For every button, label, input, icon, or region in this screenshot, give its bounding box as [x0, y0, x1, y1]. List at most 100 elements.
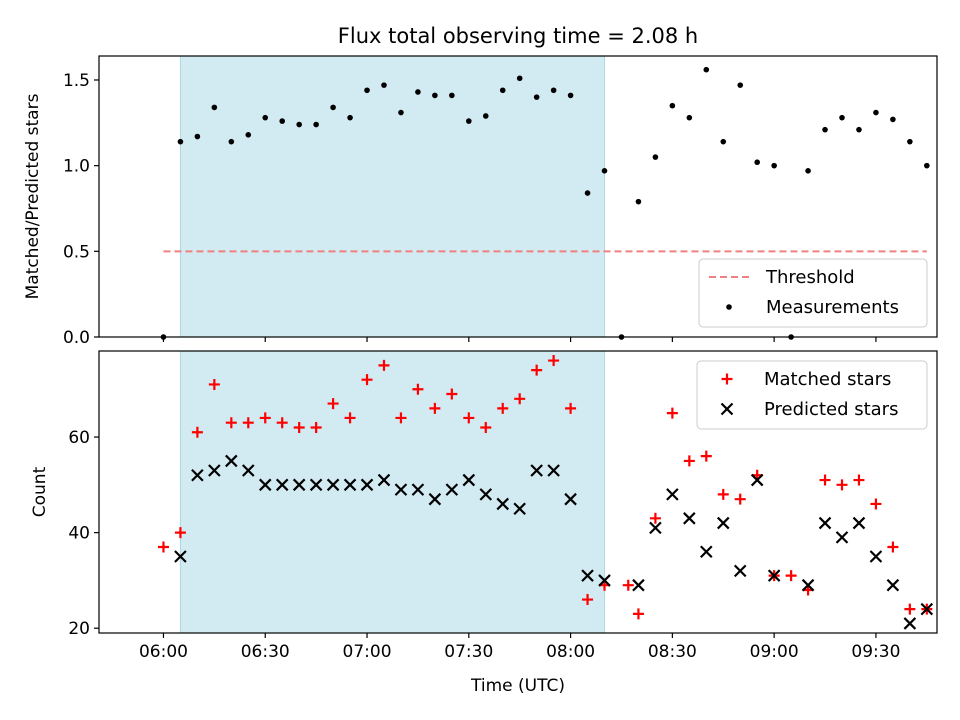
predicted-point [767, 569, 781, 582]
predicted-point [801, 578, 815, 592]
measurements-point [364, 87, 370, 94]
measurements-point [466, 118, 472, 124]
y-tick-label: 0.0 [63, 328, 90, 348]
matched-point [293, 421, 305, 433]
predicted-point [242, 464, 255, 477]
measurements-point [177, 138, 184, 145]
shaded-observing-interval [179, 350, 606, 634]
y-axis-label: Count [30, 466, 50, 517]
matched-point [242, 417, 254, 429]
measurements-point [228, 138, 235, 145]
legend: Threshold Measurements [698, 258, 928, 328]
predicted-point [598, 574, 611, 587]
x-tick-label: 08:30 [648, 642, 697, 662]
x-tick-label: 07:00 [343, 642, 392, 662]
measurements-point [550, 87, 557, 94]
x-tick-label: 06:00 [139, 642, 188, 662]
predicted-point [716, 516, 730, 530]
predicted-point [632, 578, 645, 592]
matched-point [632, 608, 644, 620]
predicted-point [479, 488, 493, 501]
x-tick-label: 09:00 [750, 642, 799, 662]
x-tick-label: 06:30 [241, 642, 290, 662]
legend-box [698, 258, 928, 328]
shaded-observing-interval [179, 55, 606, 338]
measurements-point [262, 114, 269, 121]
matched-point [565, 402, 577, 414]
top-panel-measurements: 0.0 0.5 1.0 1.5 Matched/Predicted stars Thres… [23, 55, 938, 348]
matched-point [582, 594, 594, 606]
measurements-point [686, 114, 693, 121]
measurements-point [533, 94, 540, 100]
predicted-point [462, 473, 476, 487]
matched-point [497, 402, 509, 414]
axes-frame [98, 350, 938, 634]
measurements-point [584, 190, 591, 196]
predicted-point [191, 468, 204, 482]
measurements-point [652, 154, 659, 160]
legend-label-measurements: Measurements [766, 297, 899, 318]
predicted-point [174, 550, 187, 563]
matched-point [225, 417, 237, 429]
matched-point [870, 498, 882, 510]
measurements-point [499, 87, 506, 94]
measurements-point [194, 133, 201, 140]
matched-point [361, 374, 373, 386]
measurements-point [449, 92, 455, 99]
predicted-point [309, 478, 323, 492]
matched-point [649, 512, 661, 524]
predicted-point [852, 516, 866, 530]
measurements-point [381, 82, 387, 88]
matched-point [853, 474, 865, 486]
predicted-point [683, 512, 696, 525]
measurements-point [279, 118, 286, 124]
measurements-point [398, 109, 404, 116]
predicted-point [208, 464, 221, 477]
measurements-point [771, 162, 777, 169]
measurements-point [296, 121, 302, 128]
predicted-point [564, 492, 577, 506]
y-tick-label: 40 [68, 524, 90, 544]
predicted-point [360, 478, 374, 492]
x-tick-label: 08:00 [546, 642, 595, 662]
predicted-point [377, 473, 391, 487]
matched-point [700, 450, 712, 462]
measurements-point [432, 92, 438, 99]
measurements-point [313, 121, 319, 128]
y-tick-label: 60 [68, 428, 90, 448]
y-tick-label: 20 [68, 619, 90, 639]
predicted-point [666, 488, 679, 501]
predicted-point [547, 464, 560, 477]
predicted-point [326, 478, 340, 492]
predicted-point [818, 516, 832, 530]
matched-point [683, 455, 695, 467]
matched-point [378, 359, 390, 371]
predicted-point [445, 483, 459, 496]
matched-point [887, 541, 899, 553]
measurements-point [754, 159, 760, 166]
y-tick-label: 0.5 [63, 242, 90, 262]
predicted-point [292, 478, 306, 492]
predicted-point [258, 478, 272, 492]
matched-point [174, 527, 186, 539]
measurements-point [567, 92, 574, 99]
predicted-point [394, 483, 408, 496]
measurements-point [805, 167, 811, 174]
matched-point [531, 364, 543, 376]
measurements-point [211, 104, 218, 111]
matched-point [622, 579, 634, 591]
predicted-point [903, 617, 917, 630]
measurements-point [635, 198, 642, 205]
measurements-point [347, 114, 353, 121]
measurements-point [415, 89, 421, 95]
axes-frame [98, 55, 938, 338]
measurements-point [245, 132, 252, 138]
matched-point [344, 412, 356, 424]
predicted-point [275, 478, 289, 492]
matched-point [276, 417, 288, 429]
legend-marker-predicted [720, 402, 734, 416]
predicted-point [411, 483, 425, 496]
matched-point [463, 412, 475, 424]
matched-point [157, 541, 169, 553]
legend-label-threshold: Threshold [765, 267, 855, 288]
